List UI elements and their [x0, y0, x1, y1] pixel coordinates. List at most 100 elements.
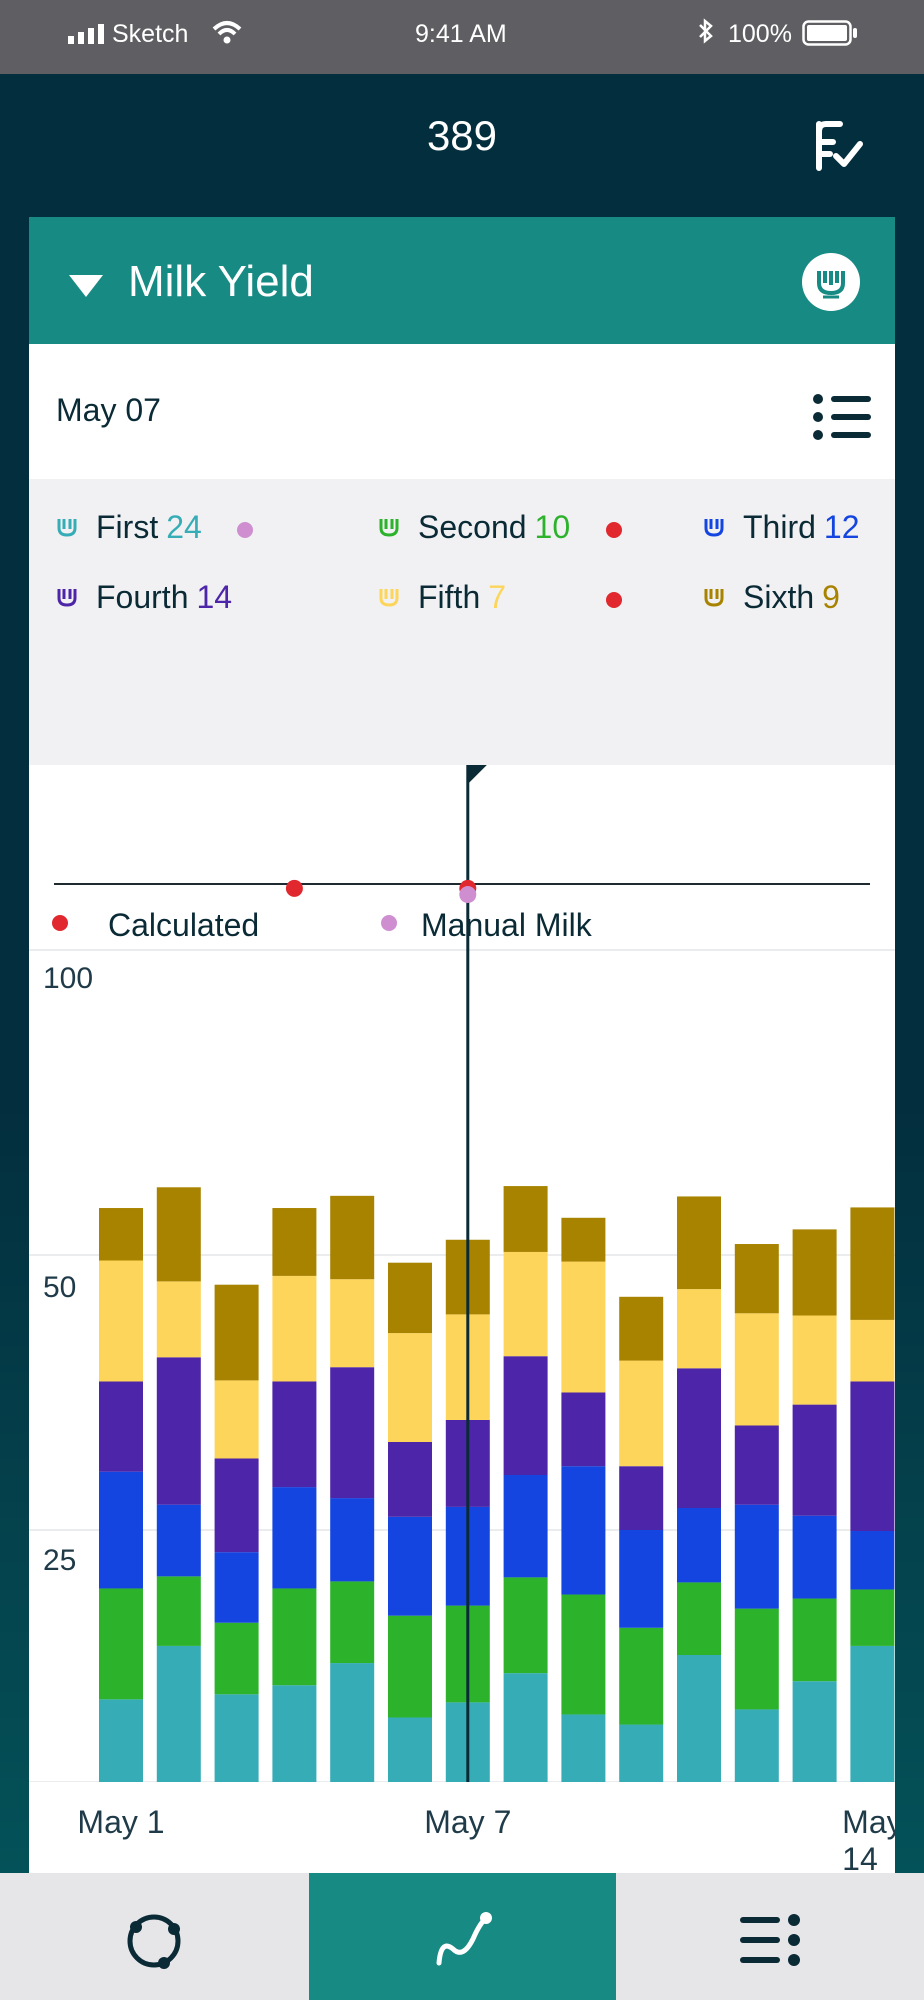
bar-segment-third[interactable] [156, 1504, 201, 1577]
bar-segment-second[interactable] [619, 1627, 664, 1725]
bar-segment-sixth[interactable] [214, 1284, 259, 1381]
bar-segment-fifth[interactable] [734, 1313, 779, 1426]
legend-value: 10 [534, 509, 571, 545]
bar-segment-fourth[interactable] [214, 1458, 259, 1553]
bar-segment-fifth[interactable] [850, 1319, 895, 1382]
bar-segment-fourth[interactable] [619, 1466, 664, 1530]
bar-segment-third[interactable] [214, 1552, 259, 1623]
bar-segment-fifth[interactable] [619, 1360, 664, 1467]
bar-segment-sixth[interactable] [792, 1229, 837, 1316]
bar-segment-fourth[interactable] [272, 1381, 317, 1488]
bar-segment-third[interactable] [330, 1498, 375, 1582]
list-icon[interactable] [813, 394, 873, 440]
bar-segment-second[interactable] [734, 1608, 779, 1710]
legend-label: Fourth [96, 579, 189, 615]
bar-segment-fifth[interactable] [792, 1315, 837, 1405]
bar-segment-first[interactable] [156, 1645, 201, 1782]
bar-segment-third[interactable] [850, 1531, 895, 1590]
manual-milk-point[interactable] [459, 886, 477, 904]
bar-segment-first[interactable] [792, 1681, 837, 1782]
bar-segment-fourth[interactable] [850, 1381, 895, 1532]
bar-segment-first[interactable] [330, 1663, 375, 1782]
bar-segment-second[interactable] [214, 1622, 259, 1695]
bar-segment-third[interactable] [388, 1516, 432, 1616]
calculated-point[interactable] [285, 879, 303, 897]
bar-segment-first[interactable] [677, 1654, 721, 1782]
bar-segment-sixth[interactable] [734, 1244, 779, 1314]
bar-segment-fifth[interactable] [156, 1281, 201, 1358]
bar-segment-fourth[interactable] [388, 1442, 432, 1517]
bar-segment-third[interactable] [561, 1466, 606, 1595]
bar-segment-sixth[interactable] [156, 1187, 201, 1282]
bar-segment-fifth[interactable] [214, 1380, 259, 1459]
bar-segment-first[interactable] [214, 1694, 259, 1782]
marker-legend-label: Manual Milk [421, 907, 592, 943]
bar-segment-fourth[interactable] [503, 1356, 548, 1475]
bar-segment-third[interactable] [99, 1471, 143, 1589]
bar-segment-third[interactable] [677, 1508, 721, 1583]
x-tick-label: May 7 [424, 1804, 512, 1840]
bar-segment-first[interactable] [734, 1709, 779, 1782]
bar-segment-sixth[interactable] [99, 1208, 143, 1261]
bar-segment-second[interactable] [330, 1581, 375, 1664]
bar-segment-fourth[interactable] [330, 1367, 375, 1499]
bar-segment-first[interactable] [850, 1645, 895, 1782]
bar-segment-sixth[interactable] [272, 1208, 317, 1276]
bar-segment-fifth[interactable] [330, 1279, 375, 1368]
bar-segment-second[interactable] [156, 1576, 201, 1646]
bar-segment-fourth[interactable] [734, 1425, 779, 1505]
bar-segment-second[interactable] [677, 1582, 721, 1655]
bar-segment-third[interactable] [503, 1475, 548, 1578]
bar-segment-second[interactable] [561, 1594, 606, 1715]
bar-segment-second[interactable] [388, 1615, 432, 1718]
bar-segment-second[interactable] [99, 1588, 143, 1700]
bar-segment-fourth[interactable] [156, 1357, 201, 1505]
bar-segment-fourth[interactable] [677, 1368, 721, 1508]
bar-segment-second[interactable] [792, 1598, 837, 1682]
cursor-handle[interactable] [466, 765, 487, 785]
bar-segment-first[interactable] [272, 1685, 317, 1782]
bar-segment-fifth[interactable] [99, 1260, 143, 1382]
tab-menu[interactable] [616, 1873, 924, 2000]
bar-segment-fourth[interactable] [561, 1392, 606, 1467]
bar-segment-second[interactable] [272, 1588, 317, 1686]
collapse-triangle-icon[interactable] [69, 275, 103, 297]
status-time: 9:41 AM [415, 20, 507, 48]
bar-segment-first[interactable] [619, 1724, 664, 1782]
bar-segment-fourth[interactable] [99, 1381, 143, 1472]
bar-segment-fifth[interactable] [503, 1251, 548, 1357]
legend-marker-dot [606, 522, 622, 538]
bar-segment-second[interactable] [850, 1589, 895, 1646]
bar-segment-sixth[interactable] [677, 1196, 721, 1290]
bar-segment-sixth[interactable] [388, 1262, 432, 1334]
bar-segment-fifth[interactable] [272, 1275, 317, 1382]
bar-segment-first[interactable] [561, 1714, 606, 1782]
bar-segment-second[interactable] [503, 1577, 548, 1674]
bar-segment-first[interactable] [503, 1673, 548, 1782]
bar-segment-fifth[interactable] [677, 1289, 721, 1369]
legend-item-fifth: Fifth 7 [376, 579, 506, 616]
bar-segment-third[interactable] [272, 1487, 317, 1589]
x-tick-label: May 1 [77, 1804, 165, 1840]
bar-segment-sixth[interactable] [503, 1186, 548, 1252]
selected-date: May 07 [56, 392, 161, 428]
bar-segment-fourth[interactable] [792, 1404, 837, 1516]
tab-herd[interactable] [0, 1873, 309, 2000]
bar-segment-fifth[interactable] [561, 1261, 606, 1393]
bar-segment-sixth[interactable] [330, 1195, 375, 1280]
bar-segment-sixth[interactable] [850, 1207, 895, 1320]
bar-segment-first[interactable] [99, 1699, 143, 1782]
bar-segment-fifth[interactable] [388, 1333, 432, 1442]
card-header[interactable]: Milk Yield [29, 217, 895, 344]
tab-trend[interactable] [309, 1873, 616, 2000]
bar-segment-third[interactable] [619, 1530, 664, 1628]
bar-segment-sixth[interactable] [561, 1217, 606, 1262]
marker-legend-label: Calculated [108, 907, 260, 943]
bar-segment-first[interactable] [388, 1717, 432, 1782]
bar-segment-sixth[interactable] [619, 1296, 664, 1361]
bar-segment-third[interactable] [792, 1515, 837, 1599]
bar-segment-third[interactable] [734, 1504, 779, 1609]
checklist-icon[interactable] [806, 118, 864, 174]
y-tick-label: 50 [43, 1271, 76, 1304]
battery-percent: 100% [728, 20, 792, 48]
